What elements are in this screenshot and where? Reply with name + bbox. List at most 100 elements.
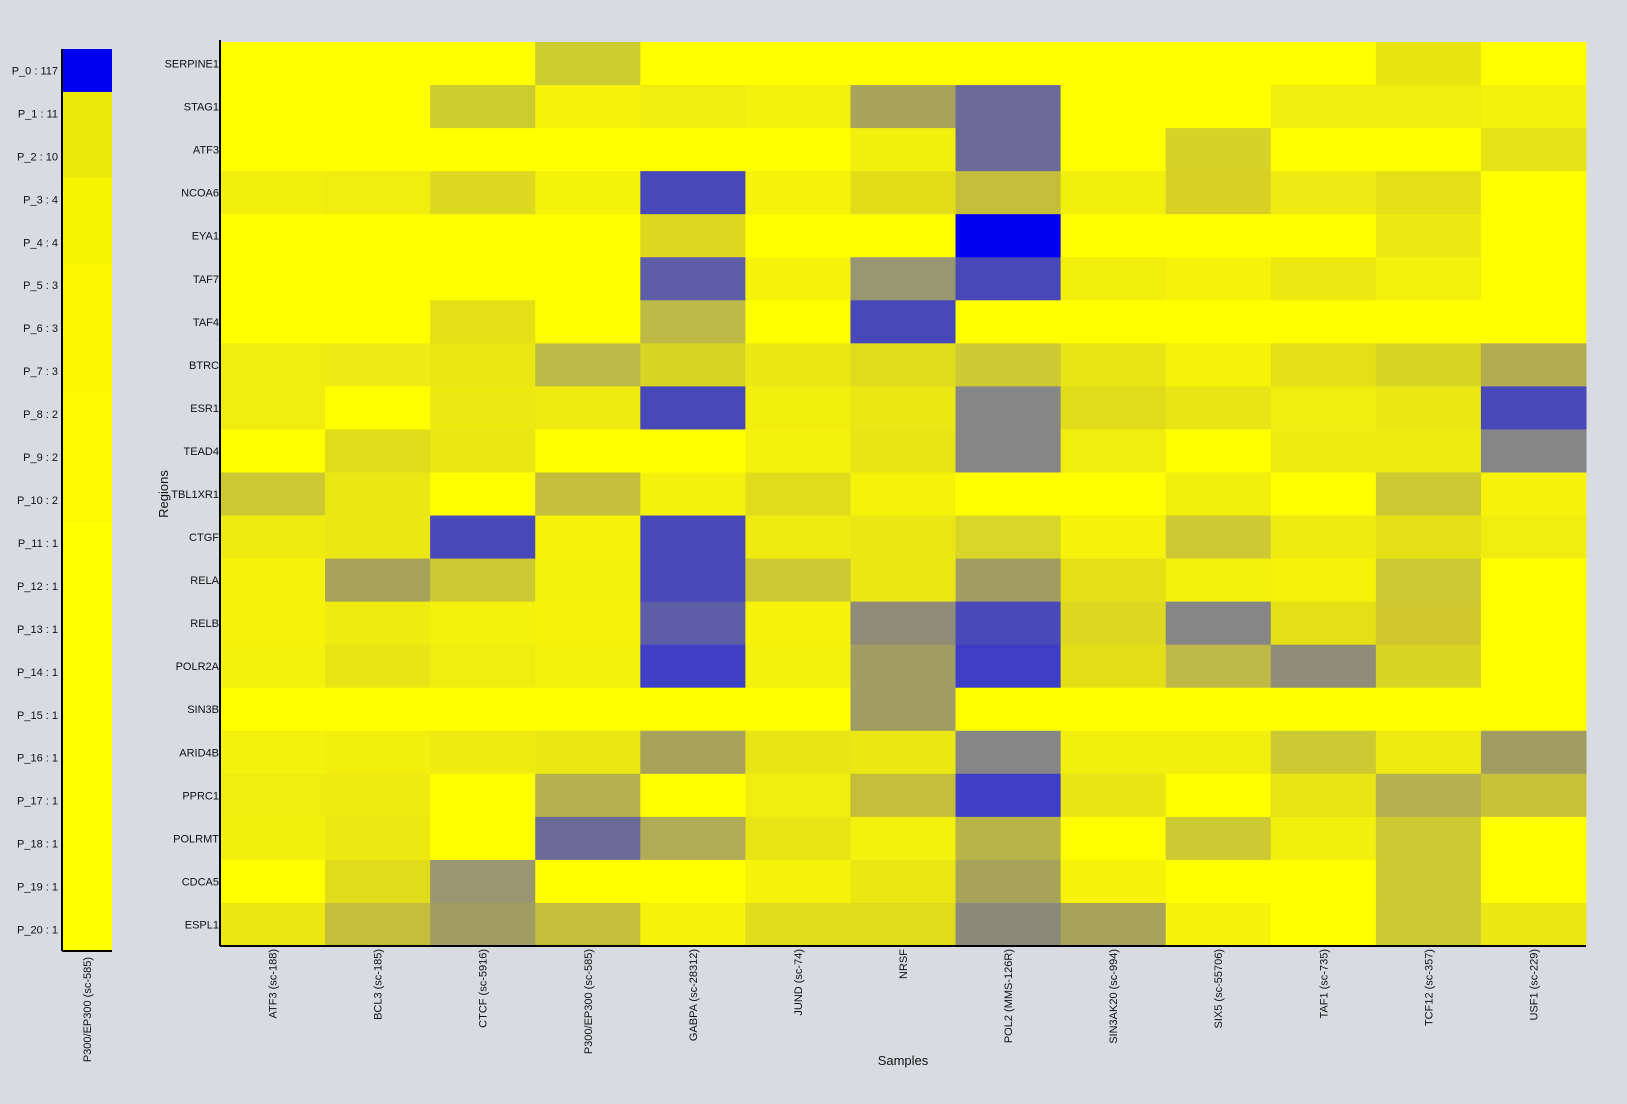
heatmap-cell [430,257,536,301]
heatmap-cell [1375,300,1482,344]
y-axis-title: Regions [156,470,171,518]
heatmap-cell [850,300,957,344]
heatmap-cell [850,343,957,387]
side-cell [62,693,112,737]
heatmap-cell [220,687,326,732]
heatmap-cell [745,816,851,861]
heatmap-cell [1060,773,1167,818]
heatmap-cell [1060,558,1167,603]
heatmap-cell [430,128,536,172]
heatmap-cell [745,128,851,172]
heatmap-cell [1060,687,1167,732]
side-row-label: P_5 : 3 [23,280,58,292]
heatmap-cell [1270,85,1377,129]
heatmap-cell [535,730,641,775]
side-cell [62,306,112,351]
heatmap-cell [955,859,1062,904]
heatmap-cell [325,429,431,473]
heatmap-cell [1270,859,1377,904]
heatmap-cell [640,859,746,904]
heatmap-cell [535,601,641,646]
heatmap-cell [640,300,746,344]
heatmap-cell [1060,859,1167,904]
heatmap-cell [1165,128,1272,172]
heatmap-cell [955,85,1062,129]
heatmap-cell [1060,300,1167,344]
heatmap-cell [955,515,1062,560]
heatmap-cell [640,902,746,947]
heatmap-cell [1480,558,1587,603]
heatmap-cell [640,171,746,215]
side-row-label: P_4 : 4 [23,237,58,249]
heatmap-cell [325,859,431,904]
heatmap-cell [1375,171,1482,215]
heatmap-cell [1375,42,1482,86]
row-label: POLR2A [176,661,220,673]
heatmap-cell [1165,730,1272,775]
heatmap-cell [325,687,431,732]
heatmap-cell [850,773,957,818]
heatmap-cell [535,85,641,129]
heatmap-cell [1165,257,1272,301]
heatmap-cell [535,257,641,301]
x-axis-title: Samples [878,1053,929,1068]
heatmap-cell [1375,214,1482,258]
heatmap-cell [745,687,851,732]
heatmap-cell [1480,472,1587,517]
side-row-label: P_20 : 1 [17,925,58,937]
side-row-label: P_11 : 1 [18,538,58,550]
side-cell [62,607,112,651]
heatmap-cell [1270,343,1377,387]
heatmap-cell [1060,730,1167,775]
row-label: NCOA6 [181,188,219,200]
heatmap-cell [430,42,536,86]
heatmap-cell [1165,601,1272,646]
heatmap-cell [535,515,641,560]
side-cell [62,478,112,522]
side-cell [62,91,112,136]
heatmap-cell [1060,85,1167,129]
heatmap-cell [745,386,851,430]
side-row-label: P_14 : 1 [17,667,58,679]
heatmap-cell [220,343,326,387]
side-cell [62,521,112,565]
heatmap-cell [955,558,1062,603]
heatmap-cell [325,386,431,430]
column-label: POL2 (MMS-126R) [1003,949,1015,1043]
heatmap-cell [430,429,536,473]
heatmap-cell [745,343,851,387]
heatmap-cell [220,644,326,689]
heatmap-cell [1480,214,1587,258]
side-cell [62,908,112,952]
column-label: NRSF [898,949,910,979]
heatmap-cell [1165,902,1272,947]
side-cell [62,435,112,480]
side-row-label: P_13 : 1 [17,624,58,636]
row-label: CTGF [189,532,219,544]
heatmap-cell [640,429,746,473]
row-label: ESR1 [190,403,219,415]
heatmap-cell [430,644,536,689]
row-label: ESPL1 [185,919,219,931]
side-cell [62,779,112,823]
heatmap-cell [1480,343,1587,387]
heatmap-cell [535,687,641,732]
heatmap-cell [955,429,1062,473]
heatmap-cell [1165,85,1272,129]
row-label: RELA [190,575,219,587]
row-label: POLRMT [173,833,219,845]
heatmap-cell [1480,85,1587,129]
heatmap-cell [430,214,536,258]
heatmap-cell [640,42,746,86]
heatmap-cell [1270,429,1377,473]
heatmap-cell [535,343,641,387]
heatmap-cell [955,816,1062,861]
heatmap-cell [220,515,326,560]
heatmap-cell [1480,171,1587,215]
heatmap-cell [1060,128,1167,172]
heatmap-cell [325,128,431,172]
heatmap-cell [745,300,851,344]
heatmap-cell [1480,859,1587,904]
heatmap-cell [1270,515,1377,560]
